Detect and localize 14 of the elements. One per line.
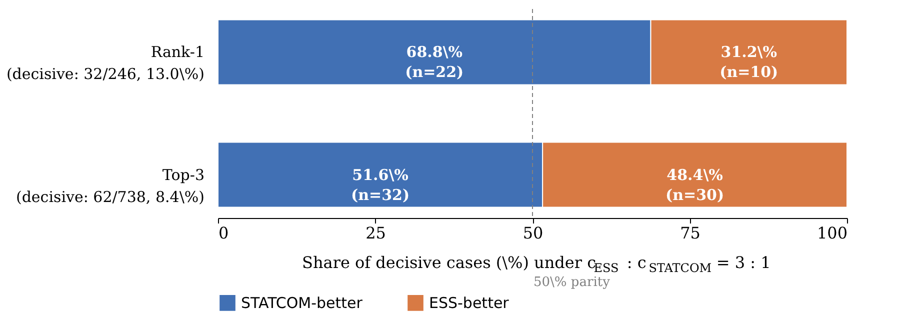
x-tick-label: 25: [366, 224, 386, 242]
x-tick-label: 0: [218, 224, 229, 242]
data-label: 31.2\% (n=10): [720, 43, 778, 82]
data-label: 51.6\% (n=32): [351, 166, 410, 204]
x-tick-label: 75: [680, 224, 700, 242]
x-tick-label: 100: [816, 224, 848, 242]
legend-label: ESS-better: [429, 294, 510, 312]
data-label: 68.8\% (n=22): [405, 43, 464, 82]
legend-label: STATCOM-better: [241, 294, 364, 312]
y-tick-label: Rank-1 (decisive: 32/246, 13.0\%): [6, 43, 204, 84]
text: 50\% parity: [534, 275, 611, 290]
x-tick-label: 50: [522, 224, 544, 242]
data-label: 48.4\% (n=30): [666, 166, 724, 204]
y-tick-label: Top-3 (decisive: 62/738, 8.4\%): [16, 166, 204, 206]
